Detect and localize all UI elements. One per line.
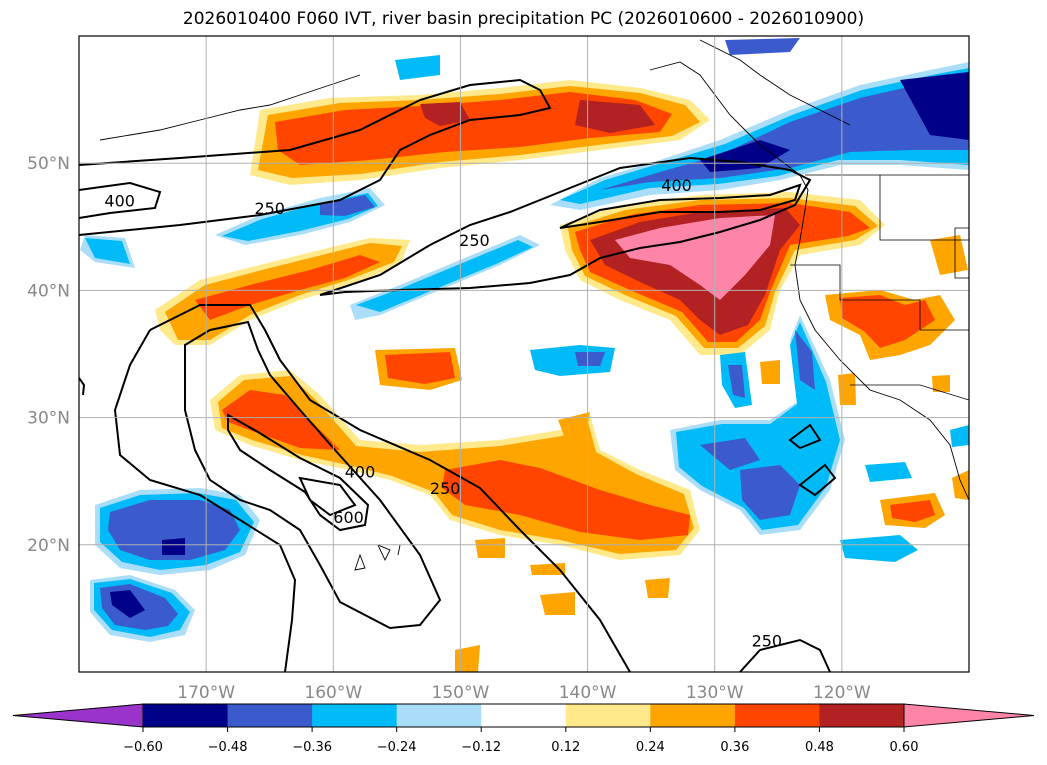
colorbar-tick-label: 0.24 <box>636 740 665 755</box>
latitude-label: 20°N <box>27 536 70 556</box>
colorbar-tick-label: −0.48 <box>208 740 248 755</box>
colorbar-tick-label: 0.12 <box>551 740 580 755</box>
latitude-label: 30°N <box>27 409 70 429</box>
longitude-label: 160°W <box>304 683 362 703</box>
ivt-contours <box>79 78 837 672</box>
latitude-labels: 50°N 40°N 30°N 20°N <box>27 154 70 556</box>
longitude-label: 130°W <box>686 683 744 703</box>
contour-label: 400 <box>104 191 135 210</box>
contour-label: 400 <box>661 176 692 195</box>
colorbar-segment <box>650 704 736 727</box>
longitude-label: 140°W <box>559 683 617 703</box>
colorbar-tick-label: −0.36 <box>292 740 332 755</box>
positive-anomaly-north <box>250 80 710 185</box>
contour-label: 250 <box>430 479 461 498</box>
colorbar-tick-label: −0.24 <box>377 740 417 755</box>
latitude-label: 40°N <box>27 281 70 301</box>
colorbar-tick-label: −0.12 <box>461 740 501 755</box>
colorbar-extend-max <box>903 703 1035 728</box>
longitude-label: 150°W <box>432 683 490 703</box>
colorbar-segment <box>143 704 229 727</box>
negative-anomaly-northeast <box>395 38 969 210</box>
negative-anomaly-southwest <box>90 488 260 642</box>
colorbar-tick-label: −0.60 <box>123 740 163 755</box>
contour-label: 600 <box>333 508 364 527</box>
colorbar-tick-label: 0.36 <box>720 740 749 755</box>
colorbar-extend-min <box>12 703 144 728</box>
contour-label: 400 <box>345 462 376 481</box>
colorbar-frame <box>142 703 905 728</box>
longitude-labels: 170°W 160°W 150°W 140°W 130°W 120°W <box>177 683 871 703</box>
colorbar-tick-label: 0.60 <box>890 740 919 755</box>
colorbar-segment <box>396 704 482 727</box>
colorbar: −0.60 −0.48 −0.36 −0.24 −0.12 0.12 0.24 0.36 0.4… <box>12 703 1035 755</box>
colorbar-segment <box>481 704 567 727</box>
longitude-label: 170°W <box>177 683 235 703</box>
colorbar-tick-label: 0.48 <box>805 740 834 755</box>
colorbar-segment <box>565 704 651 727</box>
map-title: 2026010400 F060 IVT, river basin precipi… <box>182 9 865 29</box>
contour-labels: 400 250 250 400 400 250 600 250 <box>104 176 783 650</box>
contour-label: 250 <box>254 199 285 218</box>
longitude-label: 120°W <box>813 683 871 703</box>
contour-label: 250 <box>459 231 490 250</box>
map-frame <box>78 35 970 673</box>
colorbar-segment <box>312 704 398 727</box>
colorbar-segment <box>819 704 905 727</box>
colorbar-segment <box>227 704 313 727</box>
coastlines <box>99 39 969 571</box>
latitude-label: 50°N <box>27 154 70 174</box>
positive-anomaly-ar <box>560 192 885 355</box>
colorbar-segment <box>734 704 820 727</box>
contour-label: 250 <box>752 631 783 650</box>
graticule <box>79 36 969 672</box>
state-borders <box>790 174 969 401</box>
